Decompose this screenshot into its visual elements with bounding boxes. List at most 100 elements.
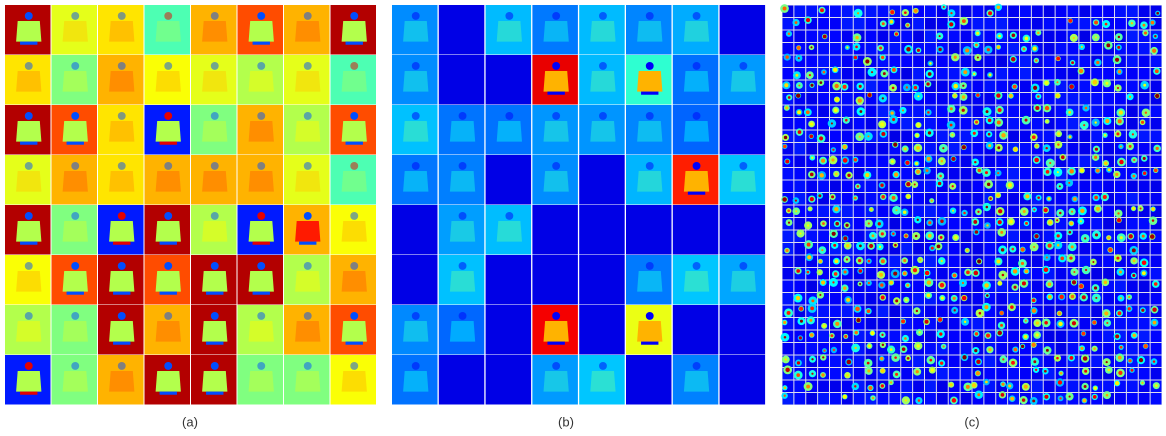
feature-map	[960, 193, 972, 205]
activation	[831, 195, 835, 199]
feature-map	[972, 18, 984, 30]
feature-map	[1103, 218, 1114, 230]
activation	[811, 156, 814, 159]
activation	[822, 356, 825, 359]
activation	[1117, 35, 1121, 39]
activation	[1138, 357, 1144, 363]
feature-map	[972, 168, 984, 180]
figure-shirt	[543, 321, 569, 342]
feature-map	[960, 168, 972, 180]
feature-map	[806, 243, 818, 255]
figure-pants	[252, 291, 270, 295]
feature-map	[1079, 130, 1091, 142]
feature-map	[972, 143, 984, 155]
feature-map	[782, 55, 794, 67]
feature-map	[794, 143, 806, 155]
activation	[796, 45, 801, 50]
feature-map	[1067, 68, 1079, 80]
activation	[952, 273, 957, 278]
activation	[794, 21, 798, 24]
activation	[785, 55, 789, 59]
figure-head	[645, 311, 654, 320]
feature-map	[1043, 118, 1055, 130]
activation	[915, 133, 920, 138]
figure-head	[24, 211, 33, 220]
activation	[854, 346, 857, 350]
activation	[975, 43, 978, 47]
feature-map	[984, 155, 996, 167]
feature-map	[794, 380, 806, 392]
activation	[865, 59, 870, 64]
feature-map	[1008, 293, 1019, 305]
feature-map	[841, 130, 853, 142]
activation	[895, 209, 898, 212]
feature-map	[1150, 243, 1162, 255]
activation	[880, 183, 884, 187]
feature-map	[818, 205, 829, 217]
activation	[783, 386, 787, 390]
activation	[889, 280, 894, 285]
activation	[822, 222, 825, 225]
feature-map	[806, 55, 818, 67]
feature-map	[1103, 280, 1114, 292]
activation	[1059, 371, 1063, 375]
activation	[1047, 282, 1052, 287]
feature-map	[1150, 80, 1162, 92]
figure-pants	[641, 91, 659, 95]
feature-map	[830, 368, 841, 380]
feature-map	[1043, 130, 1055, 142]
feature-map	[913, 55, 924, 67]
feature-map	[901, 105, 913, 117]
feature-map	[901, 305, 913, 317]
figure-shirt	[16, 271, 42, 292]
feature-map	[972, 43, 984, 55]
figure-shirt	[341, 121, 367, 142]
activation	[912, 268, 918, 273]
activation	[1000, 248, 1005, 252]
figure-head	[739, 161, 748, 170]
activation	[1104, 22, 1108, 26]
feature-map	[889, 393, 901, 405]
feature-map	[1055, 143, 1067, 155]
activation	[835, 321, 840, 326]
figure-pants	[159, 141, 177, 145]
feature-map	[1079, 155, 1091, 167]
activation	[880, 368, 885, 373]
activation	[926, 82, 930, 86]
figure-head	[645, 111, 654, 120]
figure-pants	[113, 291, 131, 295]
feature-map	[818, 55, 829, 67]
feature-map	[1150, 168, 1162, 180]
activation	[786, 310, 791, 315]
activation	[859, 244, 862, 248]
activation	[985, 333, 991, 338]
figure-head	[24, 261, 33, 270]
figure-shirt	[295, 221, 321, 242]
activation	[1055, 93, 1060, 98]
activation	[799, 306, 804, 311]
figure-head	[117, 111, 126, 120]
activation	[1106, 321, 1109, 325]
activation	[940, 259, 943, 263]
activation	[798, 336, 802, 340]
feature-map	[936, 318, 948, 330]
feature-map	[818, 118, 829, 130]
activation	[1068, 110, 1072, 114]
feature-map	[1126, 180, 1138, 192]
feature-map	[1138, 43, 1150, 55]
activation	[890, 111, 894, 115]
feature-map	[1020, 230, 1031, 242]
feature-map	[1103, 380, 1114, 392]
activation	[999, 310, 1004, 316]
feature-map	[889, 18, 901, 30]
feature-map	[1020, 155, 1031, 167]
figure-head	[24, 361, 33, 370]
feature-map	[996, 368, 1008, 380]
feature-map	[579, 255, 625, 305]
activation	[1105, 119, 1110, 124]
feature-map	[936, 393, 948, 405]
feature-map	[889, 180, 901, 192]
feature-map	[485, 355, 532, 405]
feature-map	[1115, 255, 1126, 267]
activation	[1056, 81, 1059, 84]
